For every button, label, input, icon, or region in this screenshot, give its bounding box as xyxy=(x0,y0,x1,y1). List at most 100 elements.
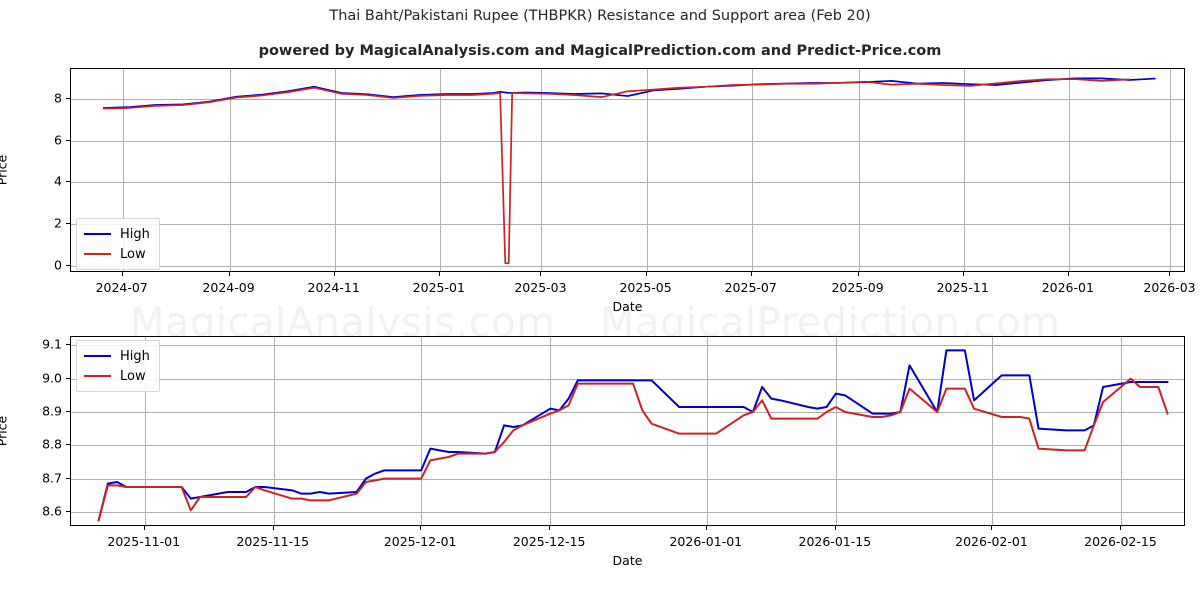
gridline-vertical xyxy=(963,69,965,271)
gridline-vertical xyxy=(144,337,146,525)
detail-legend[interactable]: High Low xyxy=(76,340,160,392)
y-axis-tick-label: 4 xyxy=(54,173,62,189)
y-axis-tick-label: 8 xyxy=(54,90,62,106)
x-axis-tick xyxy=(540,272,542,276)
x-axis-tick xyxy=(991,526,993,530)
x-axis-tick-label: 2026-02-15 xyxy=(1084,534,1157,549)
x-axis-tick-label: 2025-07 xyxy=(724,280,777,295)
x-axis-tick xyxy=(962,272,964,276)
overview-legend[interactable]: High Low xyxy=(76,218,160,270)
gridline-horizontal xyxy=(71,412,1184,413)
x-axis-tick xyxy=(1169,272,1171,276)
x-axis-tick xyxy=(645,272,647,276)
gridline-horizontal xyxy=(71,345,1184,347)
legend-swatch-high-icon xyxy=(84,355,111,357)
legend-item-high[interactable]: High xyxy=(84,224,150,244)
y-axis-tick-label: 6 xyxy=(54,132,62,148)
series-line-high xyxy=(97,349,1169,522)
legend-item-high[interactable]: High xyxy=(84,346,150,366)
y-axis-tick-label: 8.8 xyxy=(42,436,62,452)
x-axis-tick-label: 2026-01-15 xyxy=(798,534,872,549)
x-axis-tick xyxy=(420,526,422,530)
x-axis-tick-label: 2024-09 xyxy=(202,280,255,295)
y-axis-tick xyxy=(66,264,70,266)
gridline-vertical xyxy=(273,337,275,525)
x-axis-label: Date xyxy=(612,299,643,314)
y-axis-tick-label: 8.9 xyxy=(42,403,62,419)
x-axis-tick-label: 2025-11 xyxy=(936,280,989,295)
x-axis-tick-label: 2026-01 xyxy=(1041,280,1094,295)
x-axis-tick xyxy=(857,272,859,276)
legend-swatch-high-icon xyxy=(84,233,111,235)
gridline-horizontal xyxy=(71,512,1184,513)
gridline-vertical xyxy=(229,69,231,271)
gridline-vertical xyxy=(835,337,837,525)
detail-series-layer xyxy=(97,349,1169,522)
x-axis-tick xyxy=(438,272,440,276)
x-axis-tick xyxy=(143,526,145,530)
y-axis-tick-label: 8.7 xyxy=(42,470,62,486)
gridline-vertical xyxy=(1121,337,1123,525)
x-axis-tick-label: 2026-03 xyxy=(1143,280,1196,295)
x-axis-tick xyxy=(272,526,274,530)
y-axis-tick-label: 9.1 xyxy=(42,336,62,352)
detail-plot-area xyxy=(70,336,1185,526)
y-axis-tick xyxy=(66,98,70,100)
gridline-horizontal xyxy=(71,140,1184,142)
x-axis-tick-label: 2025-11-15 xyxy=(236,534,310,549)
x-axis-tick-label: 2025-09 xyxy=(831,280,884,295)
gridline-horizontal xyxy=(71,265,1184,267)
gridline-horizontal xyxy=(71,182,1184,184)
gridline-vertical xyxy=(421,337,423,525)
gridline-vertical xyxy=(122,69,124,271)
y-axis-tick-label: 9.0 xyxy=(42,370,62,386)
x-axis-tick-label: 2025-12-01 xyxy=(383,534,457,549)
x-axis-tick-label: 2024-07 xyxy=(95,280,148,295)
x-axis-tick xyxy=(121,272,123,276)
y-axis-tick-label: 0 xyxy=(54,257,62,273)
x-axis-tick xyxy=(1067,272,1069,276)
legend-item-low[interactable]: Low xyxy=(84,366,150,386)
y-axis-tick xyxy=(66,377,70,379)
gridline-vertical xyxy=(646,69,648,271)
gridline-horizontal xyxy=(71,445,1184,447)
x-axis-tick xyxy=(333,272,335,276)
page-subtitle: powered by MagicalAnalysis.com and Magic… xyxy=(258,43,942,59)
y-axis-label: Price xyxy=(0,154,10,186)
y-axis-tick xyxy=(66,444,70,446)
legend-label: High xyxy=(120,226,150,242)
x-axis-tick xyxy=(228,272,230,276)
gridline-vertical xyxy=(550,337,552,525)
y-axis-tick xyxy=(66,139,70,141)
y-axis-tick xyxy=(66,344,70,346)
legend-label: Low xyxy=(120,368,146,384)
legend-label: Low xyxy=(120,246,146,262)
gridline-vertical xyxy=(541,69,543,271)
x-axis-tick-label: 2025-03 xyxy=(514,280,567,295)
legend-swatch-low-icon xyxy=(84,253,111,255)
gridline-horizontal xyxy=(71,99,1184,101)
gridline-vertical xyxy=(751,69,753,271)
gridline-vertical xyxy=(439,69,441,271)
x-axis-tick-label: 2025-12-15 xyxy=(512,534,586,549)
y-axis-tick-label: 8.6 xyxy=(42,503,62,519)
gridline-horizontal xyxy=(71,224,1184,226)
legend-item-low[interactable]: Low xyxy=(84,244,150,264)
gridline-horizontal xyxy=(71,378,1184,380)
legend-label: High xyxy=(120,348,150,364)
series-line-low xyxy=(97,377,1169,522)
x-axis-tick-label: 2025-05 xyxy=(619,280,672,295)
x-axis-tick-label: 2025-11-01 xyxy=(107,534,181,549)
gridline-horizontal xyxy=(71,478,1184,480)
y-axis-tick xyxy=(66,511,70,512)
x-axis-tick-label: 2026-01-01 xyxy=(669,534,743,549)
x-axis-tick-label: 2025-01 xyxy=(412,280,465,295)
series-line-low xyxy=(102,78,1130,265)
y-axis-tick xyxy=(66,181,70,183)
x-axis-tick xyxy=(705,526,707,530)
legend-swatch-low-icon xyxy=(84,375,111,377)
page-title: Thai Baht/Pakistani Rupee (THBPKR) Resis… xyxy=(329,8,871,24)
overview-plot-area xyxy=(70,68,1185,272)
gridline-vertical xyxy=(1068,69,1070,271)
x-axis-tick xyxy=(1120,526,1122,530)
